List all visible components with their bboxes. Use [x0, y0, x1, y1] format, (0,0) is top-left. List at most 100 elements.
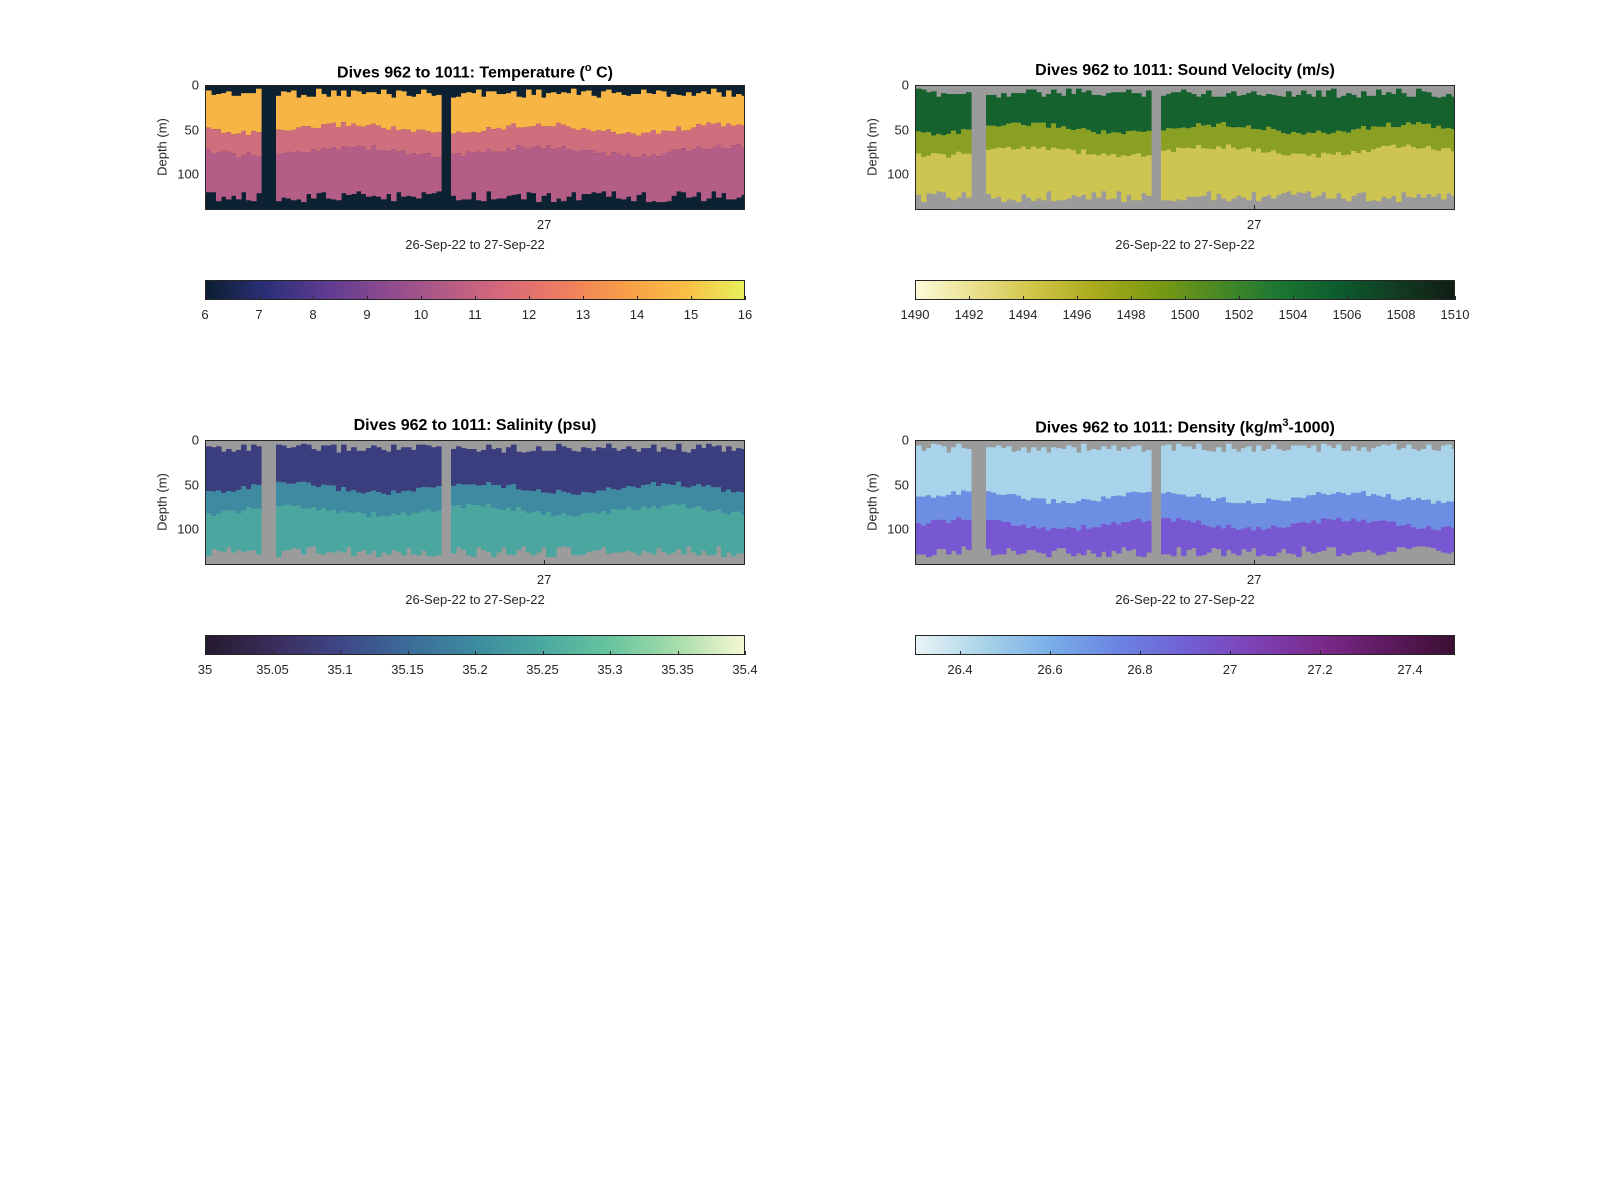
profile-cell	[436, 132, 442, 157]
profile-cell	[586, 492, 592, 513]
profile-cell	[1406, 144, 1412, 197]
profile-cell	[1321, 518, 1327, 551]
profile-cell	[1056, 93, 1062, 128]
profile-cell	[501, 129, 507, 152]
profile-cell	[1126, 89, 1132, 132]
profile-cell	[1411, 499, 1417, 528]
profile-cell	[506, 93, 512, 126]
profile-cell	[571, 450, 577, 495]
profile-cell	[386, 516, 392, 555]
colorbar-tick-mark	[1347, 296, 1348, 300]
profile-cell	[606, 487, 612, 515]
profile-cell	[1231, 147, 1237, 199]
profile-cell	[216, 490, 222, 515]
profile-cell	[721, 147, 727, 194]
profile-cell	[511, 91, 517, 124]
profile-cell	[596, 97, 602, 131]
profile-cell	[1301, 90, 1307, 135]
colorbar-tick-label: 9	[363, 307, 371, 322]
profile-cell	[1341, 521, 1347, 554]
profile-cell	[1376, 520, 1382, 556]
profile-cell	[726, 514, 732, 553]
profile-cell	[1126, 131, 1132, 157]
profile-cell	[931, 91, 937, 136]
profile-cell	[1071, 150, 1077, 195]
profile-cell	[286, 448, 292, 484]
profile-cell	[936, 133, 942, 154]
profile-cell	[1166, 517, 1172, 555]
profile-cell	[1316, 451, 1322, 493]
profile-cell	[481, 485, 487, 507]
profile-cell	[521, 490, 527, 511]
profile-cell	[576, 494, 582, 517]
profile-cell	[411, 153, 417, 197]
profile-cell	[211, 153, 217, 193]
profile-cell	[1441, 128, 1447, 149]
profile-cell	[1131, 154, 1137, 201]
profile-cell	[726, 148, 732, 200]
profile-cell	[336, 452, 342, 492]
profile-cell	[726, 489, 732, 515]
profile-cell	[1126, 156, 1132, 195]
profile-cell	[1311, 153, 1317, 198]
y-tick-label: 100	[177, 521, 199, 537]
profile-cell	[1051, 89, 1057, 124]
profile-cell	[926, 448, 932, 496]
profile-cell	[1136, 131, 1142, 154]
profile-cell	[1006, 521, 1012, 549]
colorbar-tick-mark	[340, 651, 341, 655]
profile-cell	[1211, 127, 1217, 150]
profile-cell	[1296, 445, 1302, 498]
profile-cell	[636, 487, 642, 510]
profile-cell	[311, 96, 317, 128]
colorbar-tick-label: 35.2	[462, 662, 488, 677]
profile-cell	[251, 444, 257, 485]
profile-cell	[1451, 129, 1454, 152]
profile-cell	[996, 126, 1002, 148]
profile-cell	[1106, 155, 1112, 200]
profile-cell	[1086, 90, 1092, 130]
profile-cell	[1041, 146, 1047, 201]
profile-cell	[1081, 524, 1087, 556]
profile-cell	[1001, 494, 1007, 522]
profile-cell	[546, 512, 552, 558]
profile-cell	[451, 485, 457, 507]
profile-cell	[651, 505, 657, 555]
profile-cell	[961, 448, 967, 491]
profile-cell	[561, 446, 567, 492]
profile-cell	[476, 132, 482, 152]
profile-cell	[1206, 450, 1212, 498]
profile-cell	[1071, 527, 1077, 557]
profile-cell	[521, 147, 527, 200]
profile-cell	[1096, 527, 1102, 558]
colorbar-tick-label: 14	[629, 307, 645, 322]
profile-cell	[321, 445, 327, 485]
profile-cell	[1326, 445, 1332, 496]
profile-cell	[1066, 527, 1072, 554]
title-superscript: 3	[1282, 417, 1289, 429]
colorbar-tick-label: 35.3	[597, 662, 623, 677]
profile-cell	[416, 129, 422, 155]
profile-cell	[741, 147, 744, 195]
profile-cell	[496, 151, 502, 199]
profile-cell	[361, 126, 367, 147]
profile-cell	[921, 132, 927, 158]
profile-cell	[1001, 93, 1007, 126]
profile-cell	[336, 127, 342, 150]
profile-cell	[581, 447, 587, 492]
profile-cell	[571, 88, 577, 129]
profile-cell	[1101, 153, 1107, 192]
profile-cell	[491, 91, 497, 130]
profile-cell	[1076, 153, 1082, 197]
profile-cell	[1166, 444, 1172, 493]
profile-cell	[1276, 500, 1282, 528]
profile-cell	[741, 514, 744, 554]
profile-cell	[656, 451, 662, 487]
profile-cell	[301, 126, 307, 154]
profile-cell	[451, 153, 457, 196]
colorbar-tick-mark	[583, 296, 584, 300]
profile-cell	[966, 92, 972, 130]
profile-cell	[1381, 520, 1387, 555]
profile-cell	[511, 123, 517, 151]
profile-cell	[1351, 492, 1357, 519]
